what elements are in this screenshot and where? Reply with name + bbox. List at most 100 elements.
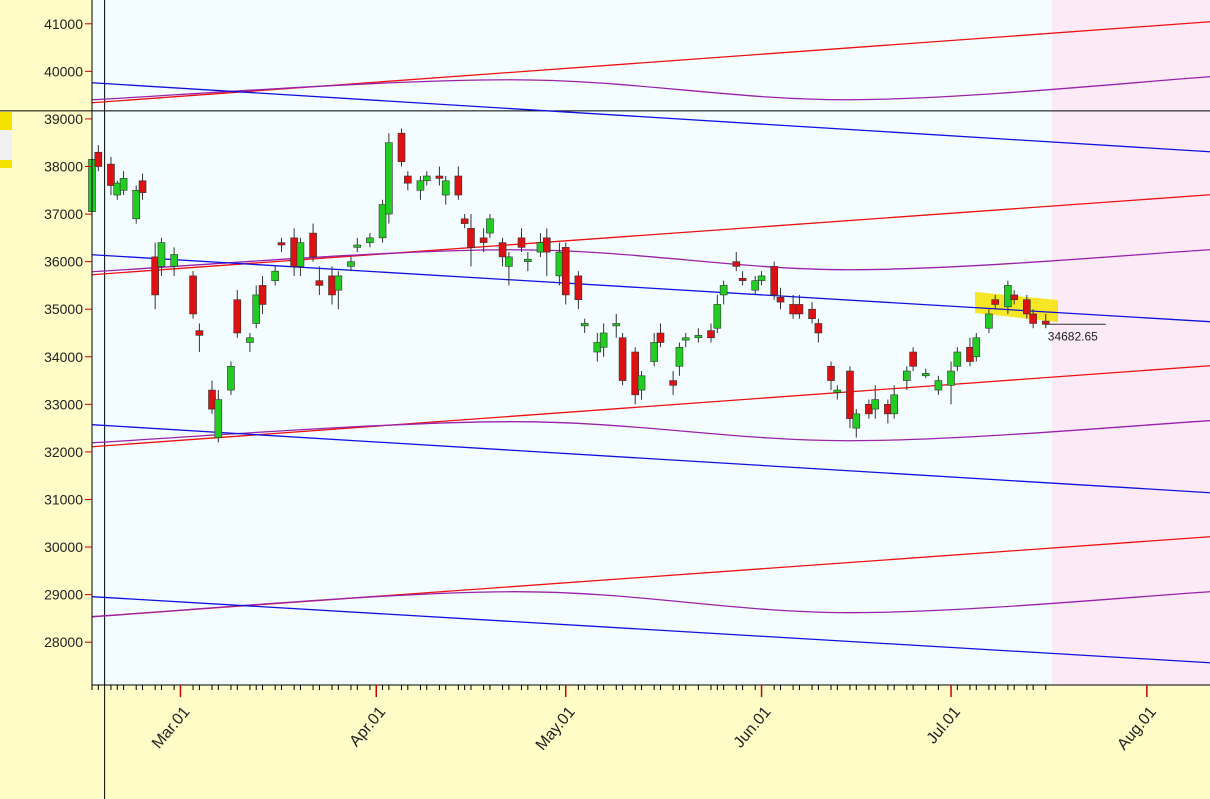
candle-body xyxy=(555,251,564,277)
candle-body xyxy=(170,254,178,267)
candle-body xyxy=(972,337,981,358)
candle-body xyxy=(757,275,766,281)
shade-layer xyxy=(1052,0,1210,685)
candle-body xyxy=(580,323,589,327)
candle-body xyxy=(517,237,526,248)
candle-body xyxy=(991,299,1000,305)
candle-body xyxy=(903,370,911,381)
y-tick-label: 36000 xyxy=(44,254,83,270)
y-tick-label: 33000 xyxy=(44,396,83,412)
candle-body xyxy=(498,242,507,258)
y-tick-label: 39000 xyxy=(44,111,83,127)
candle-body xyxy=(416,180,425,191)
candle-body xyxy=(536,242,545,253)
candle-body xyxy=(738,277,747,281)
candle-body xyxy=(189,275,197,315)
candle-body xyxy=(694,335,703,339)
candle-body xyxy=(1010,294,1018,300)
candle-body xyxy=(890,394,898,415)
y-tick-label: 29000 xyxy=(44,587,83,603)
candle-body xyxy=(246,337,254,343)
y-tick-label: 31000 xyxy=(44,491,83,507)
y-tick-label: 28000 xyxy=(44,634,83,650)
candle-body xyxy=(846,370,854,419)
candle-body xyxy=(618,337,627,381)
candle-body xyxy=(713,304,722,329)
candle-body xyxy=(681,337,690,341)
candle-body xyxy=(776,297,785,303)
candle-body xyxy=(719,285,728,296)
candle-body xyxy=(561,247,570,296)
candle-body xyxy=(669,380,677,386)
candle-body xyxy=(1004,285,1012,308)
candle-body xyxy=(328,275,336,296)
y-tick-label: 30000 xyxy=(44,539,83,555)
y-tick-label: 35000 xyxy=(44,301,83,317)
indicator-line xyxy=(91,424,1210,494)
candle-body xyxy=(770,266,778,296)
candle-body xyxy=(151,256,159,296)
candle-body xyxy=(309,232,317,258)
candle-body xyxy=(422,175,431,182)
candle-body xyxy=(631,351,640,396)
candle-body xyxy=(751,280,760,291)
indicator-line xyxy=(91,249,1210,273)
indicator-line xyxy=(91,420,1210,444)
y-tick-label: 38000 xyxy=(44,158,83,174)
candle-body xyxy=(486,218,494,234)
future-shade xyxy=(1052,0,1210,685)
candle-body xyxy=(404,175,412,184)
candle-body xyxy=(378,204,387,239)
candle-body xyxy=(157,242,166,267)
candle-body xyxy=(833,389,842,393)
candle-body xyxy=(479,237,488,243)
candle-body xyxy=(985,313,993,329)
candle-body xyxy=(315,280,324,286)
candle-body xyxy=(593,342,602,353)
candle-body xyxy=(524,258,532,262)
candle-body xyxy=(119,178,128,191)
candle-body xyxy=(277,242,286,246)
candle-body xyxy=(252,294,261,324)
candle-body xyxy=(258,285,267,305)
y-tick-label: 41000 xyxy=(44,16,83,32)
candle-body xyxy=(1023,299,1031,315)
candle-body xyxy=(441,180,450,196)
candle-body xyxy=(1029,313,1037,324)
candle-body xyxy=(385,142,393,215)
y-tick-label: 40000 xyxy=(44,63,83,79)
candle-body xyxy=(353,244,362,248)
candle-body xyxy=(233,299,242,334)
candle-body xyxy=(435,175,444,179)
candle-body xyxy=(953,351,962,367)
candle-body xyxy=(574,275,583,300)
candle-body xyxy=(132,189,141,220)
candle-body xyxy=(208,389,216,410)
candle-body xyxy=(334,275,343,291)
candle-body xyxy=(934,380,943,391)
candle-body xyxy=(789,304,797,315)
candle-body xyxy=(454,175,463,196)
indicator-line xyxy=(91,76,1210,101)
candle-body xyxy=(113,182,122,196)
candle-body xyxy=(865,404,873,415)
candle-body xyxy=(599,332,608,348)
candle-body xyxy=(271,270,279,281)
candle-body xyxy=(138,180,147,193)
candle-body xyxy=(347,261,355,267)
indicator-line xyxy=(91,365,1210,448)
y-tick-label: 37000 xyxy=(44,206,83,222)
candle-body xyxy=(650,342,658,362)
candle-body xyxy=(675,346,684,367)
candle-body xyxy=(852,413,861,429)
candle-body xyxy=(966,346,974,362)
candle-body xyxy=(947,370,955,386)
candle-body xyxy=(612,323,621,327)
candle-body xyxy=(909,351,917,367)
candle-body xyxy=(808,308,816,320)
indicator-line xyxy=(91,82,1210,153)
candle-body xyxy=(637,375,646,391)
candle-body xyxy=(707,330,715,339)
